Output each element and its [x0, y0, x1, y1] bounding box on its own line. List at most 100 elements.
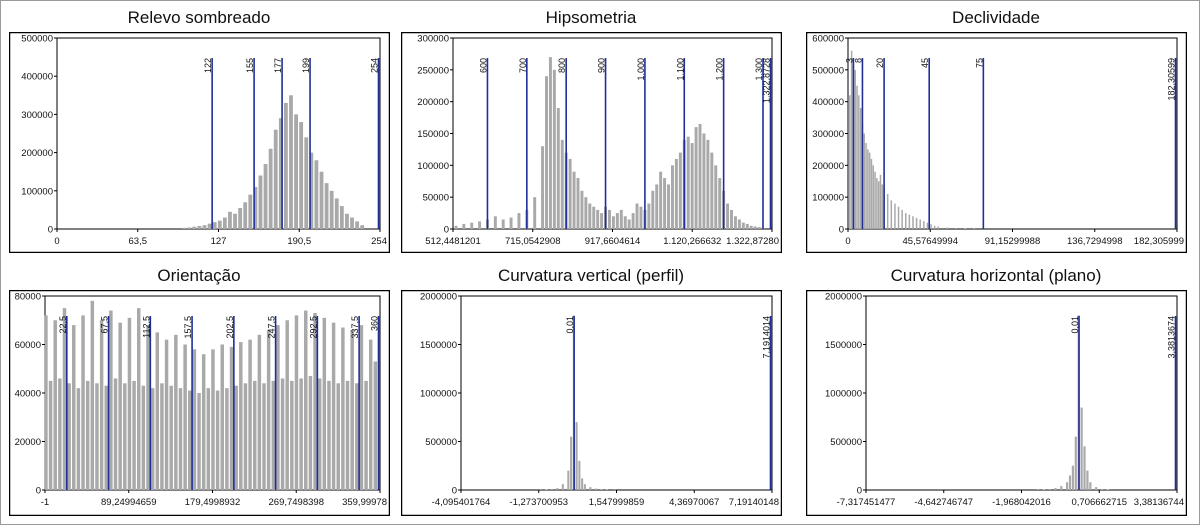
histogram-bar	[584, 197, 588, 229]
y-tick-label: 400000	[812, 97, 844, 108]
histogram-bar	[263, 164, 268, 229]
histogram-bar	[561, 484, 564, 490]
histogram-bar	[183, 344, 187, 490]
histogram-bar	[192, 226, 197, 229]
histogram-bar	[915, 217, 918, 229]
histogram-bar	[239, 342, 243, 490]
x-tick-label: -1,968042016	[992, 497, 1051, 508]
x-tick-label: 359,99978	[342, 497, 387, 508]
y-tick-label: 250000	[417, 65, 449, 76]
histogram-bar	[592, 206, 596, 229]
x-tick-label: 45,57649994	[903, 236, 958, 247]
panel-frame	[401, 32, 782, 253]
histogram-bar	[726, 203, 730, 229]
histogram-bar	[368, 339, 373, 490]
x-tick-label: 1,547999859	[589, 497, 644, 508]
histogram-bar	[160, 383, 164, 490]
histogram-bar	[655, 184, 659, 229]
y-tick-label: 2000000	[825, 292, 862, 303]
histogram-bar	[207, 223, 212, 229]
histogram-bar	[215, 390, 220, 490]
class-break-label: 3,3813674	[1167, 316, 1177, 359]
x-tick-label: -4,095401764	[432, 497, 491, 508]
histogram-bar	[870, 158, 873, 229]
histogram-bar	[197, 225, 202, 229]
histogram-bar	[72, 325, 76, 490]
x-tick-label: 512,4481201	[425, 236, 480, 247]
y-tick-label: 100000	[21, 186, 53, 197]
histogram-bar	[556, 488, 559, 490]
y-tick-label: 0	[857, 486, 862, 497]
histogram-bar	[706, 139, 710, 229]
histogram-bar	[252, 380, 257, 490]
x-tick-label: -4,642746747	[914, 497, 973, 508]
y-tick-label: 100000	[812, 193, 844, 204]
histogram-bar	[238, 207, 243, 229]
histogram-bar	[123, 383, 127, 490]
histogram-bar	[299, 378, 303, 490]
histogram-bar	[1054, 488, 1057, 490]
x-tick-label: 715,0542908	[505, 236, 560, 247]
histogram-bar	[304, 310, 308, 490]
histogram-bar	[76, 388, 81, 490]
histogram-bar	[257, 334, 262, 490]
histogram-bar	[164, 339, 169, 490]
histogram-bar	[197, 393, 201, 490]
histogram-bar	[663, 178, 667, 229]
class-break-label: 20	[875, 58, 885, 68]
histogram-bar	[659, 171, 663, 229]
histogram-bar	[568, 158, 572, 229]
y-tick-label: 0	[452, 486, 457, 497]
histogram-bar	[1089, 482, 1092, 490]
histogram-bar	[359, 325, 364, 490]
histogram-bar	[339, 206, 344, 229]
histogram-bar	[146, 325, 150, 490]
histogram-bar	[243, 202, 248, 229]
histogram-bar	[109, 310, 113, 490]
histogram-bar	[331, 322, 336, 490]
histogram-bar	[248, 194, 253, 229]
histogram-bar	[757, 227, 761, 229]
histogram-bar	[276, 325, 280, 490]
class-break-label: 292,5	[308, 316, 318, 339]
chart-title-relevo: Relevo sombreado	[127, 8, 271, 27]
histogram-bar	[150, 388, 155, 490]
y-tick-label: 40000	[15, 389, 41, 400]
histogram-bar	[478, 221, 482, 229]
y-tick-label: 2000000	[420, 292, 457, 303]
y-tick-label: 500000	[812, 65, 844, 76]
histogram-bar	[309, 152, 314, 229]
histogram-bar	[364, 380, 368, 490]
histogram-bar	[174, 334, 178, 490]
histogram-bar	[886, 193, 889, 229]
histogram-bar	[919, 219, 921, 229]
y-tick-label: 150000	[417, 129, 449, 140]
histogram-bar	[258, 175, 263, 229]
x-tick-label: 269,7498398	[269, 497, 324, 508]
x-tick-label: 182,305999	[1134, 236, 1184, 247]
class-break-label: 22,5	[58, 316, 68, 334]
histogram-bar	[733, 216, 737, 229]
histogram-bar	[1086, 470, 1089, 490]
histogram-bar	[686, 136, 690, 229]
y-tick-label: 600000	[812, 34, 844, 45]
histogram-bar	[319, 171, 324, 229]
histogram-bar	[273, 129, 278, 229]
class-break-label: 360	[370, 316, 380, 331]
histogram-bar	[355, 221, 360, 229]
histogram-bar	[583, 484, 586, 490]
histogram-bar	[608, 209, 611, 229]
x-tick-label: 7,19140148	[729, 497, 779, 508]
histogram-bar	[278, 118, 283, 229]
histogram-bar	[1048, 489, 1051, 490]
histogram-bar	[350, 217, 354, 229]
histogram-bar	[865, 143, 867, 229]
histogram-bar	[290, 380, 294, 490]
x-tick-label: 179,4998932	[185, 497, 240, 508]
y-tick-label: 300000	[21, 110, 53, 121]
histogram-bar	[615, 213, 619, 229]
histogram-bar	[132, 380, 136, 490]
histogram-bar	[220, 344, 224, 490]
panel-frame	[806, 290, 1187, 516]
x-tick-label: 89,24994659	[101, 497, 156, 508]
